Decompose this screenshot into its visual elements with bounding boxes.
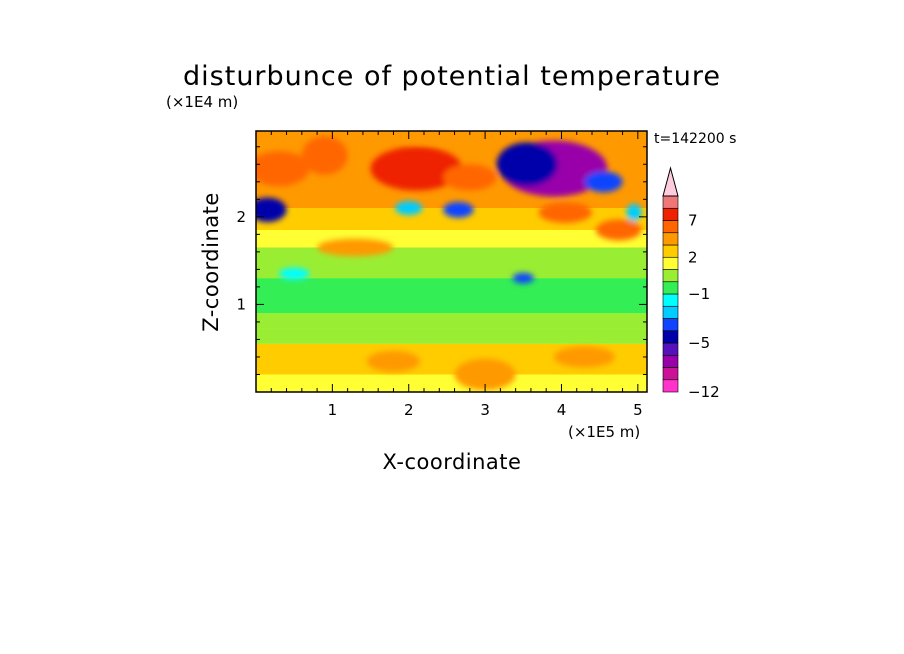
features-layer [256,131,642,391]
field-anomaly-6 [512,272,534,284]
field-anomaly-12 [443,164,497,191]
colorbar-segment [662,305,679,319]
y-axis: 12 [236,146,647,375]
colorbar-extend-arrow [662,166,679,197]
field-anomaly-4 [443,201,474,218]
field-anomaly-16 [454,358,516,391]
x-axis-label: X-coordinate [383,450,522,474]
colorbar-tick-label: −5 [688,334,710,352]
field-band-2 [256,328,647,344]
colorbar-segment [662,367,679,381]
colorbar-segment [662,379,679,393]
field-anomaly-15 [317,238,394,257]
field-band-7 [256,229,647,248]
colorbar-segment [662,281,679,295]
field-anomaly-3 [256,197,287,223]
field-band-4 [256,278,647,314]
field-anomaly-19 [393,131,470,143]
colorbar-tick-label: 7 [688,212,698,230]
x-tick-label: 3 [480,401,490,419]
y-tick-label: 2 [236,208,246,226]
time-label: t=142200 s [654,131,736,147]
x-tick-label: 1 [328,401,338,419]
colorbar-segment [662,256,679,270]
field-band-5 [256,265,647,279]
y-tick-label: 1 [236,295,246,313]
colorbar-segment [662,318,679,332]
plot-frame [255,130,648,393]
colorbar-segment [662,269,679,283]
y-unit-label: (×1E4 m) [166,93,238,111]
field-anomaly-1 [496,142,558,187]
field-anomaly-7 [626,203,642,222]
colorbar-segment [662,220,679,234]
bands-layer [256,131,647,392]
x-tick-label: 2 [404,401,414,419]
colorbar-tick-label: 2 [688,248,698,266]
colorbar-segment [662,342,679,356]
colorbar-tick-label: −12 [688,383,720,401]
colorbar-segment [662,195,679,209]
field-band-0 [256,374,647,392]
x-tick-label: 5 [633,401,643,419]
field-anomaly-10 [301,136,348,175]
plot-area [256,131,647,392]
field-anomaly-5 [394,201,423,216]
field-band-6 [256,247,647,266]
x-axis: 1 2 3 4 5 [270,131,643,419]
colorbar-segment [662,354,679,368]
field-anomaly-14 [595,219,642,241]
colorbar-segment [662,244,679,258]
field-anomaly-13 [538,201,593,223]
field-anomaly-18 [553,346,615,368]
chart-title: disturbunce of potential temperature [183,61,721,92]
field-band-3 [256,313,647,329]
colorbar-tick-label: −1 [688,285,710,303]
field-anomaly-11 [370,146,463,191]
x-unit-label: (×1E5 m) [568,423,640,441]
colorbar-segment [662,207,679,221]
field-anomaly-2 [584,171,623,193]
x-tick-label: 4 [557,401,567,419]
colorbar-segment [662,293,679,307]
colorbar: −12−5−127 [662,166,720,401]
field-anomaly-9 [256,151,310,187]
field-anomaly-8 [278,267,310,280]
y-axis-label: Z-coordinate [199,192,223,332]
field-anomaly-17 [366,350,421,372]
colorbar-segment [662,232,679,246]
colorbar-segment [662,330,679,344]
